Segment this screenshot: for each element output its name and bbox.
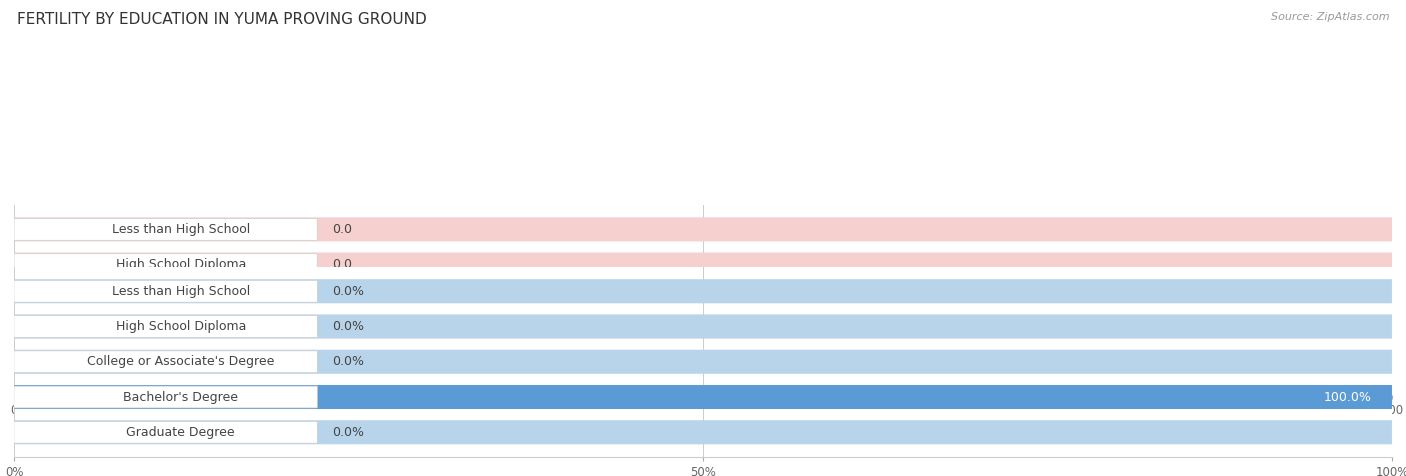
Text: Bachelor's Degree: Bachelor's Degree (124, 390, 238, 404)
Text: Graduate Degree: Graduate Degree (127, 364, 235, 377)
Text: College or Associate's Degree: College or Associate's Degree (87, 355, 274, 368)
Text: 0.0: 0.0 (332, 293, 353, 307)
FancyBboxPatch shape (14, 253, 1392, 277)
FancyBboxPatch shape (14, 316, 318, 337)
Text: FERTILITY BY EDUCATION IN YUMA PROVING GROUND: FERTILITY BY EDUCATION IN YUMA PROVING G… (17, 12, 426, 27)
FancyBboxPatch shape (14, 288, 1392, 312)
Text: College or Associate's Degree: College or Associate's Degree (87, 293, 274, 307)
Text: 460.0: 460.0 (1336, 328, 1371, 342)
Text: 0.0: 0.0 (332, 258, 353, 271)
FancyBboxPatch shape (14, 385, 1392, 409)
FancyBboxPatch shape (14, 315, 1392, 338)
FancyBboxPatch shape (14, 359, 318, 381)
FancyBboxPatch shape (14, 218, 318, 240)
Text: High School Diploma: High School Diploma (115, 258, 246, 271)
FancyBboxPatch shape (14, 218, 1392, 241)
FancyBboxPatch shape (14, 218, 1392, 241)
FancyBboxPatch shape (14, 279, 1392, 303)
FancyBboxPatch shape (14, 421, 318, 443)
Text: High School Diploma: High School Diploma (115, 320, 246, 333)
Text: 0.0%: 0.0% (332, 320, 364, 333)
FancyBboxPatch shape (14, 350, 1392, 374)
FancyBboxPatch shape (14, 253, 1392, 277)
FancyBboxPatch shape (14, 323, 1282, 347)
FancyBboxPatch shape (14, 385, 1392, 409)
FancyBboxPatch shape (14, 420, 1392, 444)
FancyBboxPatch shape (14, 358, 1392, 382)
FancyBboxPatch shape (14, 351, 318, 373)
Text: Bachelor's Degree: Bachelor's Degree (124, 328, 238, 342)
FancyBboxPatch shape (14, 323, 1392, 347)
Text: 100.0%: 100.0% (1323, 390, 1371, 404)
FancyBboxPatch shape (14, 254, 318, 276)
Text: Less than High School: Less than High School (111, 285, 250, 298)
Text: Graduate Degree: Graduate Degree (127, 426, 235, 439)
Text: Source: ZipAtlas.com: Source: ZipAtlas.com (1271, 12, 1389, 22)
FancyBboxPatch shape (14, 350, 1392, 374)
FancyBboxPatch shape (14, 280, 318, 302)
FancyBboxPatch shape (14, 386, 318, 408)
FancyBboxPatch shape (14, 420, 1392, 444)
Text: Less than High School: Less than High School (111, 223, 250, 236)
FancyBboxPatch shape (14, 279, 1392, 303)
FancyBboxPatch shape (14, 385, 1392, 409)
FancyBboxPatch shape (14, 324, 318, 346)
Text: 0.0%: 0.0% (332, 355, 364, 368)
Text: 0.0: 0.0 (332, 223, 353, 236)
Text: 0.0: 0.0 (332, 364, 353, 377)
FancyBboxPatch shape (14, 288, 1392, 312)
Text: 0.0%: 0.0% (332, 426, 364, 439)
FancyBboxPatch shape (14, 323, 1392, 347)
FancyBboxPatch shape (14, 289, 318, 311)
FancyBboxPatch shape (14, 358, 1392, 382)
Text: 0.0%: 0.0% (332, 285, 364, 298)
FancyBboxPatch shape (14, 315, 1392, 338)
